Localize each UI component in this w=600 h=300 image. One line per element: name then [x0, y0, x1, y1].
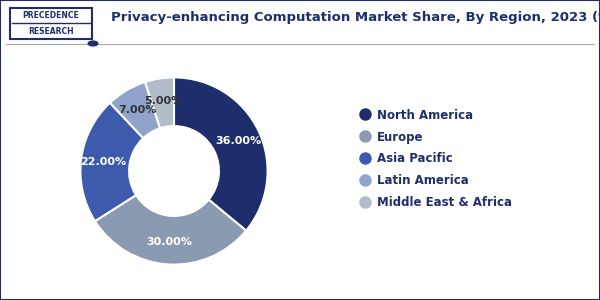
Wedge shape — [95, 195, 246, 265]
Wedge shape — [174, 77, 268, 231]
Text: 7.00%: 7.00% — [119, 105, 157, 115]
Text: RESEARCH: RESEARCH — [28, 27, 74, 36]
Text: 36.00%: 36.00% — [215, 136, 262, 146]
Text: PRECEDENCE: PRECEDENCE — [22, 11, 79, 20]
Legend: North America, Europe, Asia Pacific, Latin America, Middle East & Africa: North America, Europe, Asia Pacific, Lat… — [361, 109, 512, 209]
Text: Privacy-enhancing Computation Market Share, By Region, 2023 (%): Privacy-enhancing Computation Market Sha… — [111, 11, 600, 23]
Text: 30.00%: 30.00% — [146, 237, 193, 247]
Wedge shape — [110, 82, 160, 138]
Text: 22.00%: 22.00% — [80, 157, 127, 167]
Wedge shape — [145, 77, 174, 128]
FancyBboxPatch shape — [10, 8, 92, 39]
Text: 5.00%: 5.00% — [144, 96, 182, 106]
Wedge shape — [80, 103, 143, 221]
